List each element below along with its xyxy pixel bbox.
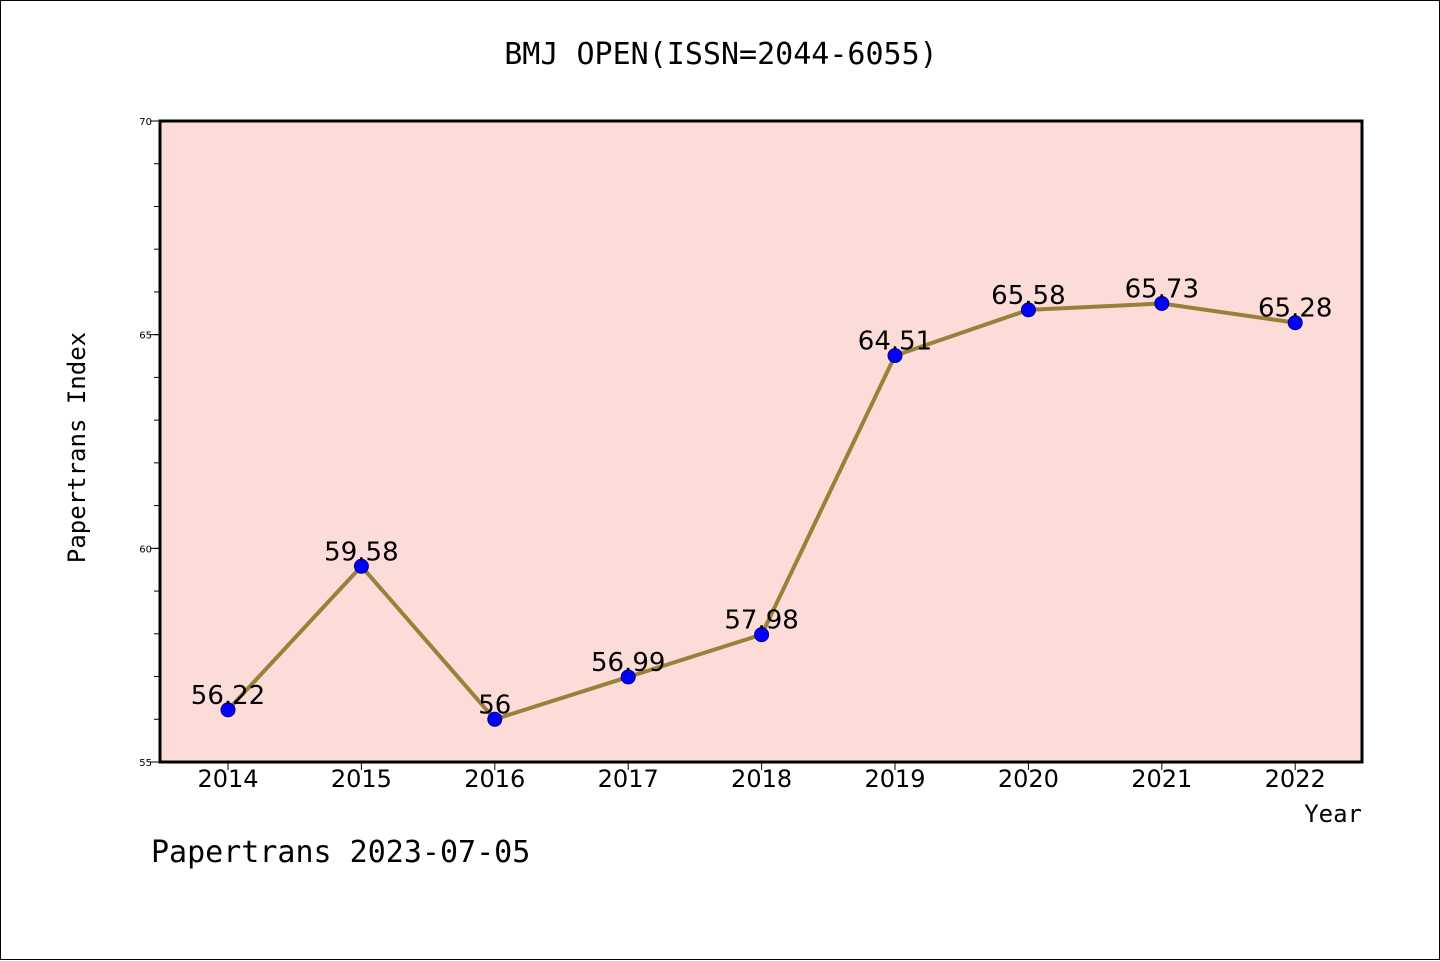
data-point <box>1287 315 1303 331</box>
x-tick-label: 2015 <box>331 765 392 793</box>
x-tick-label: 2021 <box>1131 765 1192 793</box>
data-point <box>1020 302 1036 318</box>
data-point <box>487 711 503 727</box>
x-tick-label: 2019 <box>864 765 925 793</box>
chart-title: BMJ OPEN(ISSN=2044-6055) <box>504 37 938 72</box>
data-label: 65.58 <box>991 281 1065 311</box>
plot-frame <box>158 119 1364 764</box>
data-label: 56 <box>478 690 511 720</box>
y-tick-label: 70 <box>139 117 152 128</box>
data-point <box>620 669 636 685</box>
data-point <box>1154 295 1170 311</box>
x-tick-label: 2017 <box>598 765 659 793</box>
y-tick-label: 55 <box>139 758 152 769</box>
data-point <box>887 348 903 364</box>
x-axis-label: Year <box>1304 800 1362 828</box>
plot-area <box>160 121 1362 762</box>
data-point <box>353 558 369 574</box>
data-label: 59.58 <box>324 537 398 567</box>
x-tick-label: 2018 <box>731 765 792 793</box>
y-axis-label: Papertrans Index <box>63 332 91 563</box>
y-tick-label: 65 <box>139 331 152 342</box>
footer-text: Papertrans 2023-07-05 <box>151 835 531 870</box>
x-tick-label: 2014 <box>197 765 258 793</box>
x-tick-label: 2020 <box>998 765 1059 793</box>
data-label: 65.28 <box>1258 294 1332 324</box>
data-label: 65.73 <box>1125 274 1199 304</box>
data-point <box>754 627 770 643</box>
data-label: 64.51 <box>858 327 932 357</box>
data-label: 57.98 <box>724 606 798 636</box>
data-label: 56.99 <box>591 648 665 678</box>
y-tick-label: 60 <box>139 544 152 555</box>
x-tick-label: 2016 <box>464 765 525 793</box>
data-point <box>220 702 236 718</box>
data-label: 56.22 <box>191 681 265 711</box>
x-tick-label: 2022 <box>1265 765 1326 793</box>
